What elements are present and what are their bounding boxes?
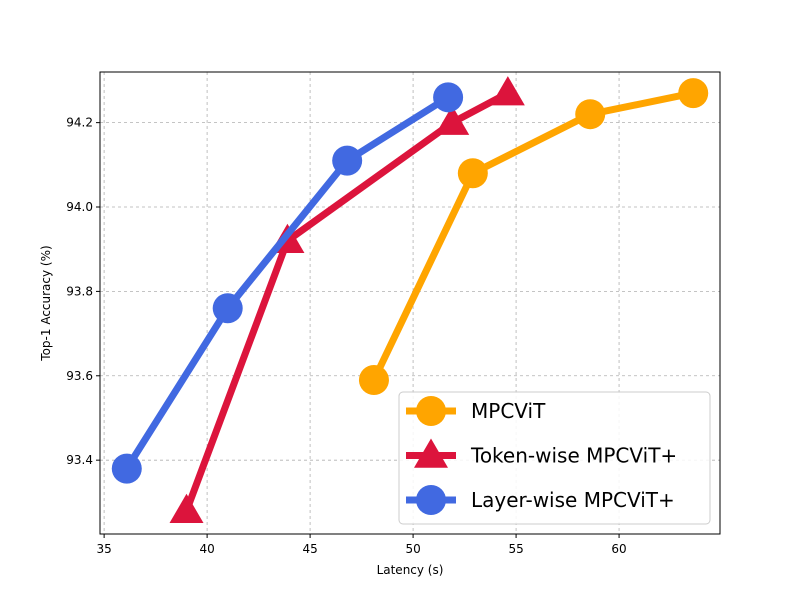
series-line: [370, 89, 694, 382]
data-point-marker: [169, 493, 204, 524]
data-point-marker: [435, 105, 470, 135]
series-line: [183, 90, 510, 513]
legend-label: Token-wise MPCViT+: [470, 444, 677, 468]
ticks: 35 40 45 50 55 60 93.4 93.6 93.8 94.0 94.2: [66, 116, 626, 556]
x-tick-label: 40: [199, 542, 214, 556]
legend: MPCViT Token-wise MPCViT+ Layer-wise MPCVi…: [398, 391, 711, 525]
y-tick-label: 93.4: [66, 453, 93, 467]
data-point-marker: [358, 365, 389, 395]
data-point-marker: [575, 99, 606, 130]
y-tick-label: 94.0: [66, 200, 93, 214]
legend-swatch-marker: [416, 396, 446, 426]
data-point-marker: [433, 82, 464, 113]
x-tick-label: 55: [508, 542, 523, 556]
data-point-marker: [212, 293, 243, 324]
data-point-marker: [111, 453, 142, 484]
y-tick-label: 94.2: [66, 116, 93, 130]
legend-label: Layer-wise MPCViT+: [471, 488, 675, 512]
series-0: [358, 78, 709, 395]
x-tick-label: 35: [96, 542, 111, 556]
series-layer: [111, 76, 709, 524]
y-tick-label: 93.8: [66, 284, 93, 298]
legend-swatch-marker: [416, 485, 446, 515]
plot-frame: [99, 71, 721, 535]
data-point-marker: [332, 145, 363, 176]
series-line: [123, 94, 450, 471]
data-point-marker: [678, 78, 709, 109]
x-tick-label: 50: [405, 542, 420, 556]
legend-swatch-marker: [414, 438, 448, 468]
x-axis-label: Latency (s): [377, 563, 444, 577]
legend-label: MPCViT: [471, 399, 546, 423]
data-point-marker: [490, 76, 525, 106]
x-tick-label: 45: [302, 542, 317, 556]
legend-box: [398, 391, 711, 525]
y-tick-label: 93.6: [66, 369, 93, 383]
y-axis-label: Top-1 Accuracy (%): [39, 245, 53, 361]
data-point-marker: [457, 158, 488, 189]
x-tick-label: 60: [611, 542, 626, 556]
series-2: [111, 82, 464, 484]
